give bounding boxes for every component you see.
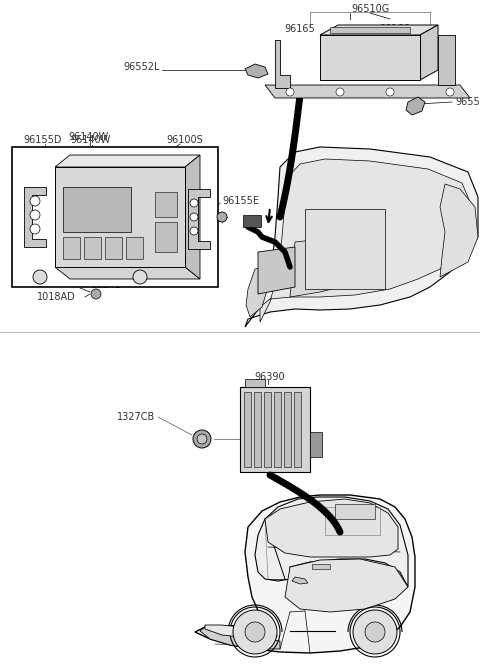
Bar: [312, 564, 330, 569]
Bar: [325, 507, 380, 535]
Bar: [240, 387, 310, 472]
Circle shape: [30, 210, 40, 220]
Text: 96510G: 96510G: [351, 4, 389, 14]
Polygon shape: [185, 155, 200, 279]
Polygon shape: [285, 559, 408, 612]
Circle shape: [233, 610, 277, 654]
Polygon shape: [440, 184, 478, 277]
Bar: [245, 379, 265, 387]
Polygon shape: [438, 35, 455, 85]
Bar: [244, 392, 251, 467]
Bar: [63, 187, 131, 232]
Circle shape: [190, 199, 198, 207]
Polygon shape: [265, 85, 470, 98]
Circle shape: [30, 196, 40, 206]
Circle shape: [197, 434, 207, 444]
Polygon shape: [255, 497, 408, 587]
Bar: [84, 237, 101, 259]
Bar: [155, 192, 177, 217]
Polygon shape: [24, 187, 46, 247]
Bar: [294, 392, 301, 467]
Circle shape: [245, 622, 265, 642]
Polygon shape: [245, 64, 268, 78]
Bar: [274, 392, 281, 467]
Bar: [264, 392, 271, 467]
Circle shape: [33, 270, 47, 284]
Circle shape: [365, 622, 385, 642]
Text: 96390: 96390: [255, 372, 285, 382]
Text: 96140W: 96140W: [70, 135, 110, 145]
Bar: [284, 392, 291, 467]
Text: 1018AD: 1018AD: [37, 292, 76, 302]
Text: 96552R: 96552R: [455, 97, 480, 107]
Polygon shape: [275, 40, 290, 88]
Polygon shape: [188, 189, 210, 249]
Bar: [330, 27, 410, 33]
Text: 96141: 96141: [90, 280, 120, 290]
Circle shape: [190, 213, 198, 221]
Text: 96155E: 96155E: [222, 196, 259, 206]
Bar: [335, 504, 375, 519]
Bar: [55, 167, 185, 267]
Polygon shape: [258, 247, 295, 294]
Polygon shape: [265, 499, 398, 557]
Text: 96155D: 96155D: [23, 135, 61, 145]
Polygon shape: [195, 495, 415, 653]
Text: 1327CB: 1327CB: [117, 412, 155, 422]
Bar: [63, 237, 80, 259]
Bar: [126, 237, 143, 259]
Polygon shape: [246, 267, 268, 317]
Circle shape: [133, 270, 147, 284]
Circle shape: [217, 212, 227, 222]
Circle shape: [386, 88, 394, 96]
Bar: [320, 35, 420, 80]
Polygon shape: [292, 577, 308, 584]
Text: 96552L: 96552L: [123, 62, 160, 72]
Text: 96166: 96166: [380, 24, 410, 34]
Text: 96140W: 96140W: [68, 132, 108, 142]
Bar: [155, 222, 177, 252]
Circle shape: [286, 88, 294, 96]
Bar: [12, 147, 218, 287]
Circle shape: [91, 289, 101, 299]
Circle shape: [190, 227, 198, 235]
Polygon shape: [245, 147, 478, 327]
Text: 96100S: 96100S: [167, 135, 204, 145]
Polygon shape: [205, 625, 240, 637]
Polygon shape: [290, 237, 340, 297]
Polygon shape: [260, 159, 472, 322]
Bar: [105, 237, 122, 259]
Circle shape: [30, 224, 40, 234]
Polygon shape: [320, 25, 438, 35]
Text: 96165: 96165: [284, 24, 315, 34]
Circle shape: [446, 88, 454, 96]
Text: 96141: 96141: [20, 202, 50, 212]
Polygon shape: [406, 97, 425, 115]
Bar: [243, 215, 261, 227]
Circle shape: [193, 430, 211, 448]
Bar: [310, 432, 322, 457]
Polygon shape: [200, 627, 280, 649]
Polygon shape: [420, 25, 438, 80]
Bar: [305, 209, 385, 289]
Circle shape: [336, 88, 344, 96]
Polygon shape: [55, 267, 200, 279]
Polygon shape: [55, 155, 200, 167]
Circle shape: [353, 610, 397, 654]
Bar: [254, 392, 261, 467]
